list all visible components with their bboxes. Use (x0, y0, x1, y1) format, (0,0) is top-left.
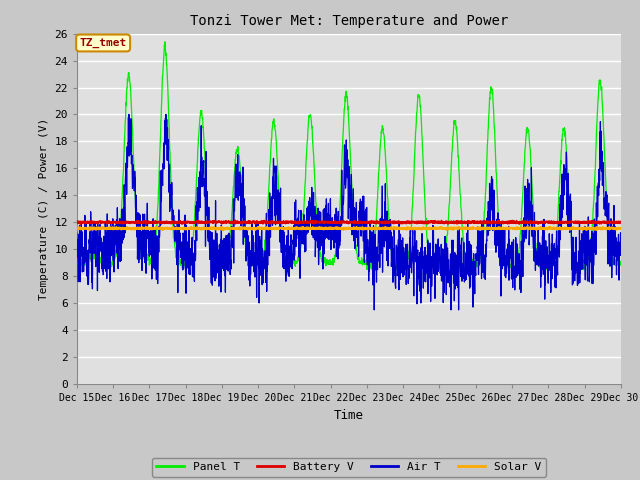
Legend: Panel T, Battery V, Air T, Solar V: Panel T, Battery V, Air T, Solar V (152, 457, 546, 477)
Text: TZ_tmet: TZ_tmet (79, 38, 127, 48)
X-axis label: Time: Time (334, 408, 364, 421)
Title: Tonzi Tower Met: Temperature and Power: Tonzi Tower Met: Temperature and Power (189, 14, 508, 28)
Y-axis label: Temperature (C) / Power (V): Temperature (C) / Power (V) (38, 118, 49, 300)
